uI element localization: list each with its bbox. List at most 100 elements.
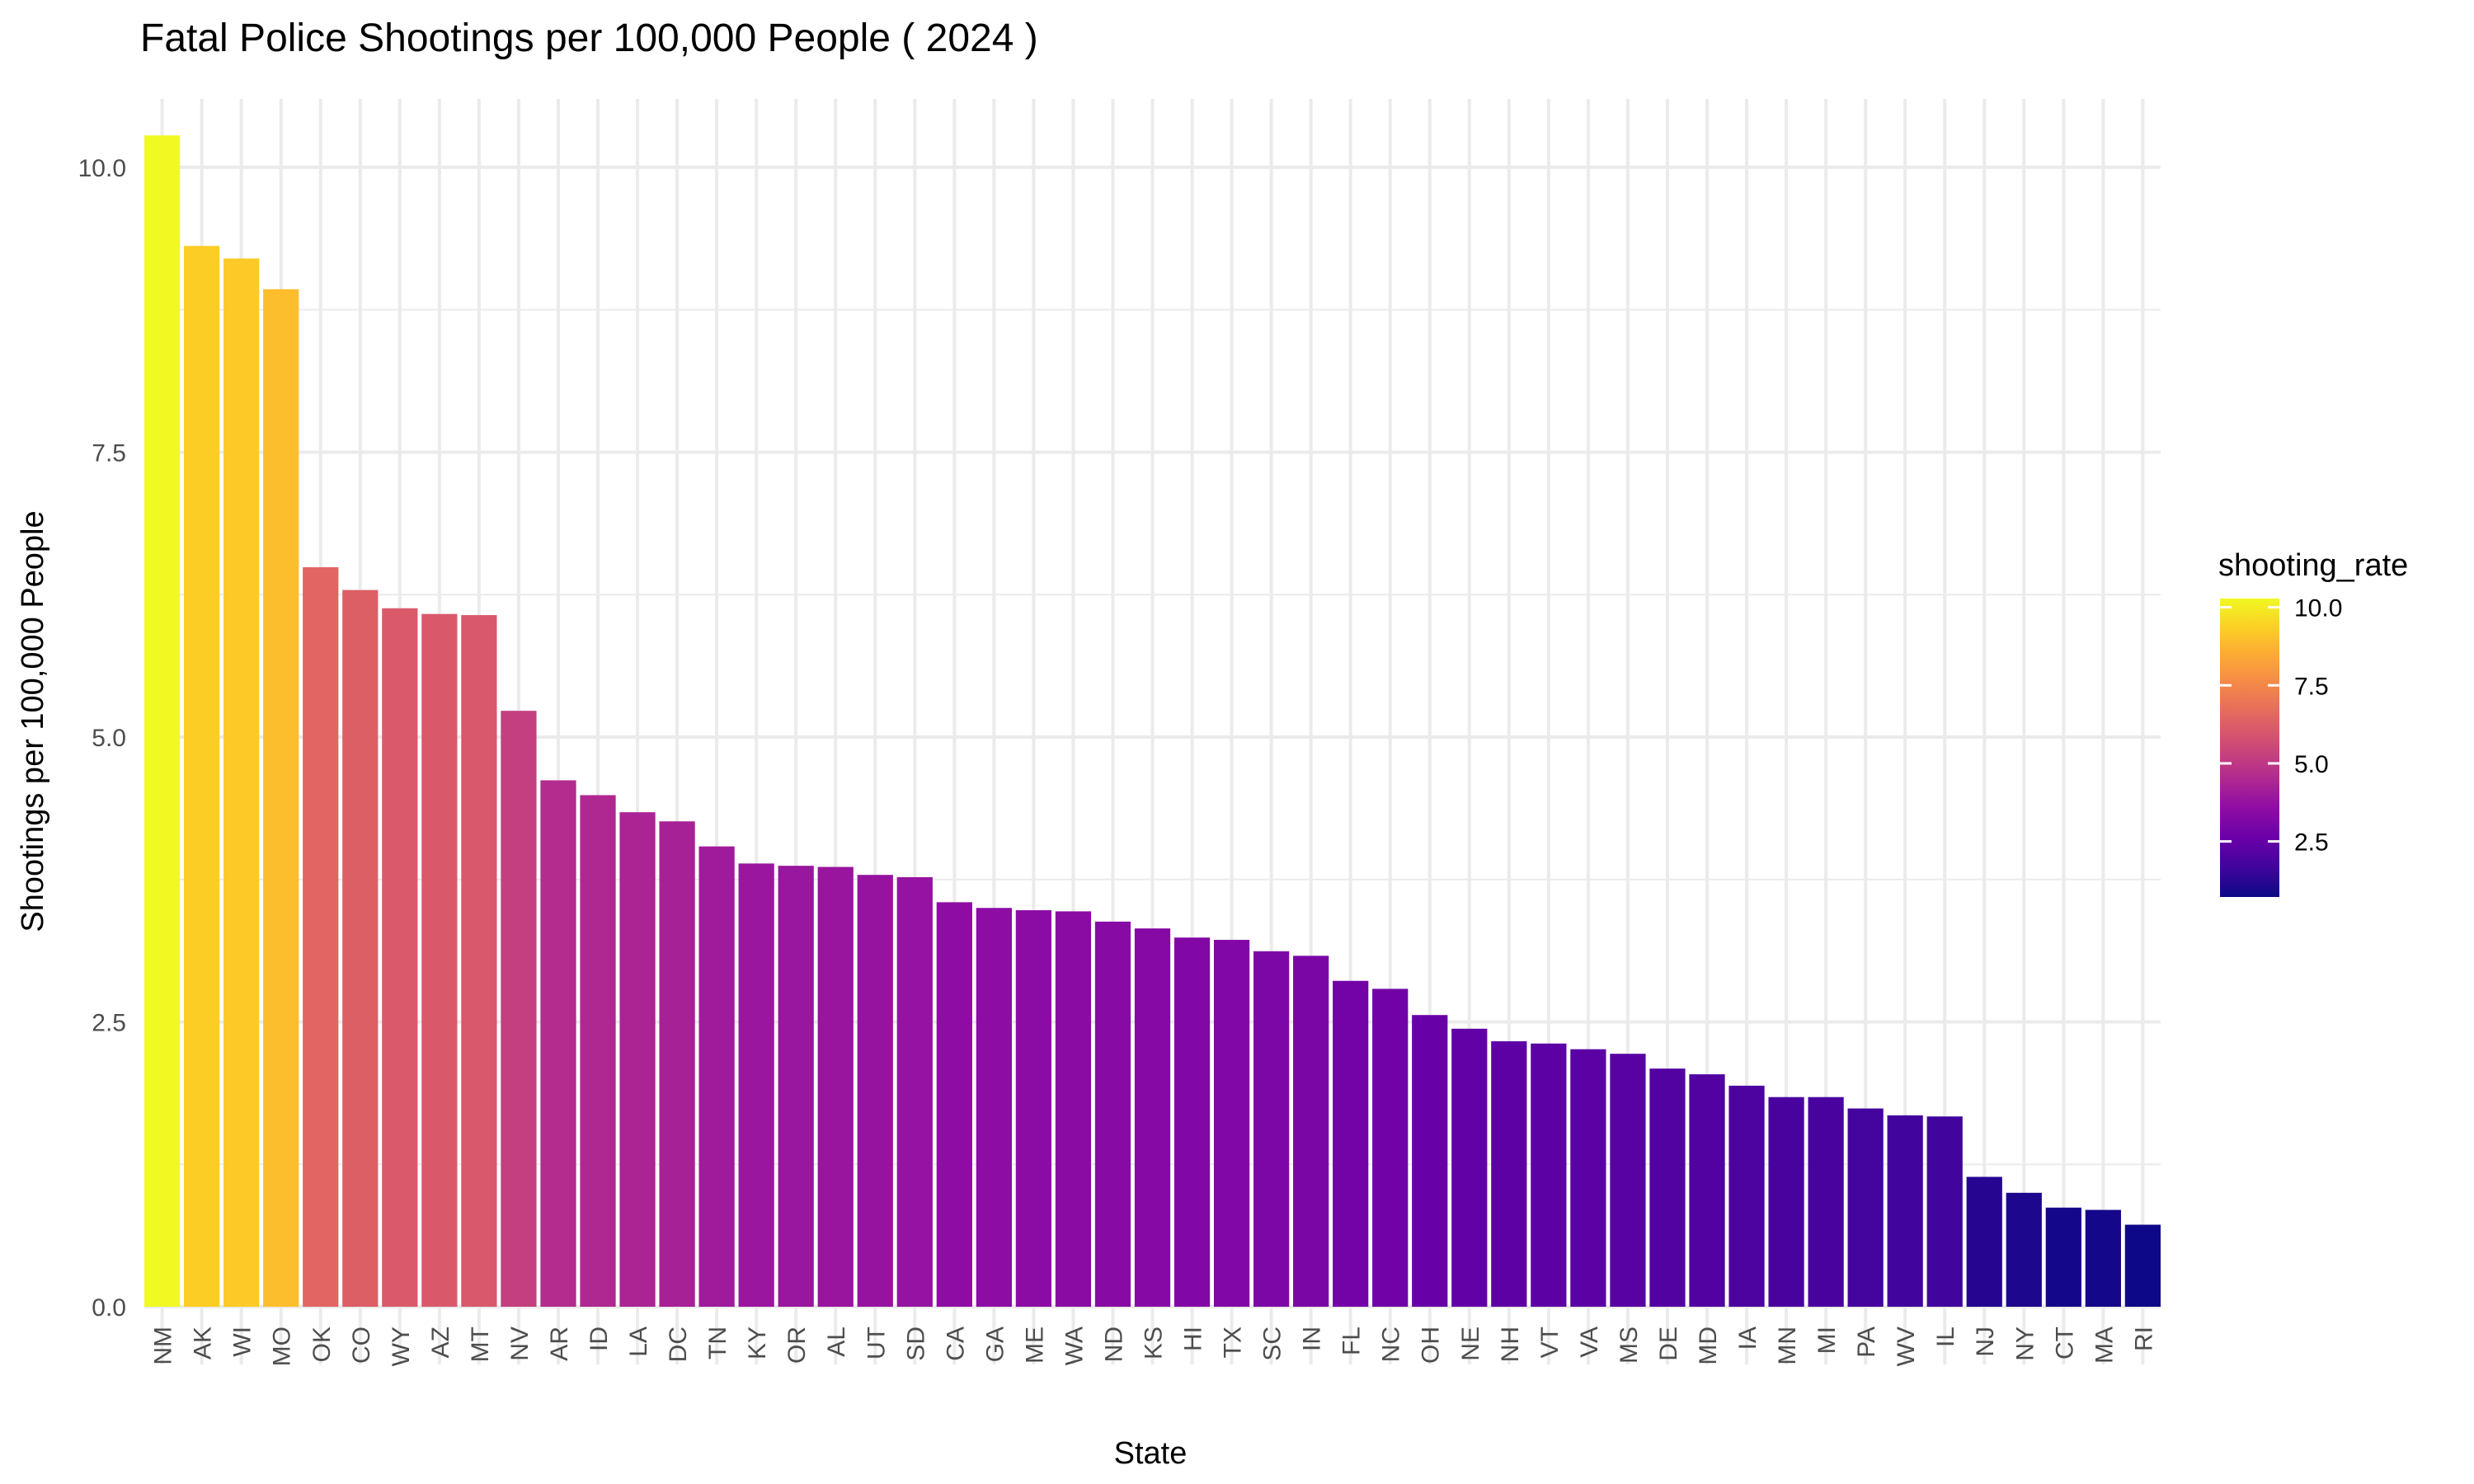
bar-il xyxy=(1926,1116,1963,1307)
x-tick-label: MI xyxy=(1813,1327,1841,1354)
bar-ok xyxy=(303,567,339,1307)
bar-tx xyxy=(1213,939,1250,1307)
bar-ny xyxy=(2006,1192,2042,1307)
bar-mn xyxy=(1768,1097,1804,1307)
x-tick-label: KS xyxy=(1141,1327,1168,1360)
x-tick-label: MN xyxy=(1774,1327,1801,1365)
bar-az xyxy=(421,613,458,1307)
x-tick-label: RI xyxy=(2130,1327,2157,1351)
bar-ky xyxy=(738,863,774,1307)
x-tick-label: NE xyxy=(1457,1327,1484,1361)
legend-colorbar xyxy=(2220,599,2279,897)
bar-in xyxy=(1293,956,1329,1307)
x-tick-label: TN xyxy=(704,1327,731,1360)
y-tick-label: 10.0 xyxy=(78,155,126,182)
bar-ga xyxy=(976,908,1012,1307)
bar-al xyxy=(817,866,854,1307)
x-tick-label: AZ xyxy=(427,1327,454,1358)
bar-nd xyxy=(1094,921,1131,1307)
x-tick-label: AK xyxy=(190,1327,217,1360)
x-tick-label: ME xyxy=(1021,1327,1048,1364)
bar-wy xyxy=(382,608,418,1307)
x-tick-label: PA xyxy=(1853,1327,1880,1358)
x-tick-label: AL xyxy=(823,1327,850,1357)
x-tick-label: ID xyxy=(586,1327,613,1351)
x-tick-label: NV xyxy=(506,1327,534,1361)
legend-title: shooting_rate xyxy=(2218,548,2408,583)
color-legend: shooting_rate 2.5 5.0 7.5 10.0 xyxy=(2218,548,2408,897)
bar-mt xyxy=(461,615,497,1307)
y-axis-ticks: 0.0 2.5 5.0 7.5 10.0 xyxy=(78,155,126,1322)
x-tick-label: NH xyxy=(1497,1327,1524,1362)
x-tick-label: WA xyxy=(1061,1327,1088,1365)
bar-id xyxy=(580,795,616,1307)
y-tick-label: 5.0 xyxy=(92,725,126,752)
x-tick-label: SD xyxy=(902,1327,929,1361)
x-tick-label: UT xyxy=(863,1327,890,1360)
bar-va xyxy=(1570,1049,1606,1307)
bar-ca xyxy=(936,902,972,1307)
bar-mo xyxy=(263,289,299,1307)
bar-ak xyxy=(184,246,220,1308)
x-tick-label: CA xyxy=(942,1327,969,1361)
x-tick-label: NM xyxy=(150,1327,177,1365)
bar-ut xyxy=(857,875,893,1307)
bar-de xyxy=(1649,1068,1686,1307)
bar-or xyxy=(778,866,814,1307)
x-tick-label: NY xyxy=(2011,1327,2039,1361)
x-tick-label: LA xyxy=(625,1327,652,1357)
x-tick-label: ND xyxy=(1100,1327,1127,1362)
bar-tn xyxy=(698,846,735,1307)
x-tick-label: IN xyxy=(1299,1327,1326,1351)
x-tick-label: OR xyxy=(783,1327,811,1364)
x-tick-label: DE xyxy=(1655,1327,1682,1361)
x-tick-label: VA xyxy=(1576,1327,1603,1358)
bar-sd xyxy=(896,876,933,1307)
x-tick-label: DC xyxy=(665,1327,692,1362)
x-tick-label: OH xyxy=(1418,1327,1445,1364)
x-tick-label: FL xyxy=(1338,1327,1366,1355)
chart-title: Fatal Police Shootings per 100,000 Peopl… xyxy=(140,16,1038,60)
x-tick-label: CT xyxy=(2051,1327,2078,1360)
bar-mi xyxy=(1808,1097,1844,1307)
legend-ticks: 2.5 5.0 7.5 10.0 xyxy=(2220,595,2342,857)
bar-nh xyxy=(1491,1040,1527,1307)
x-tick-label: GA xyxy=(981,1327,1009,1362)
x-tick-label: NJ xyxy=(1972,1327,1999,1357)
x-tick-label: AR xyxy=(546,1327,573,1361)
legend-tick-label: 2.5 xyxy=(2294,829,2329,857)
y-tick-label: 7.5 xyxy=(92,439,126,467)
x-tick-label: MO xyxy=(269,1327,296,1366)
x-tick-label: WI xyxy=(229,1327,256,1357)
y-tick-label: 0.0 xyxy=(92,1294,126,1322)
x-tick-label: NC xyxy=(1378,1327,1405,1362)
bar-nv xyxy=(501,711,537,1307)
bar-dc xyxy=(659,821,695,1307)
bar-wi xyxy=(223,258,260,1307)
x-tick-label: IA xyxy=(1734,1327,1761,1350)
bar-oh xyxy=(1412,1015,1448,1307)
x-tick-label: MD xyxy=(1695,1327,1722,1365)
bar-hi xyxy=(1174,937,1211,1307)
bar-me xyxy=(1015,910,1052,1307)
y-tick-label: 2.5 xyxy=(92,1009,126,1036)
bar-nm xyxy=(144,135,181,1307)
bar-ct xyxy=(2045,1207,2081,1307)
bar-ri xyxy=(2124,1224,2161,1307)
x-tick-label: VT xyxy=(1536,1327,1564,1358)
x-tick-label: WV xyxy=(1893,1327,1920,1366)
bar-vt xyxy=(1531,1043,1567,1307)
x-tick-label: MS xyxy=(1616,1327,1643,1364)
legend-tick-label: 7.5 xyxy=(2294,673,2329,700)
bar-ar xyxy=(540,780,576,1307)
y-axis-title: Shootings per 100,000 People xyxy=(16,510,50,932)
x-tick-label: IL xyxy=(1932,1327,1959,1347)
legend-tick-label: 5.0 xyxy=(2294,751,2329,778)
bar-ms xyxy=(1610,1054,1646,1307)
x-tick-label: WY xyxy=(388,1327,415,1366)
x-tick-label: KY xyxy=(744,1327,771,1360)
x-tick-label: CO xyxy=(348,1327,375,1364)
legend-tick-label: 10.0 xyxy=(2294,595,2342,622)
x-axis-title: State xyxy=(1114,1436,1188,1471)
